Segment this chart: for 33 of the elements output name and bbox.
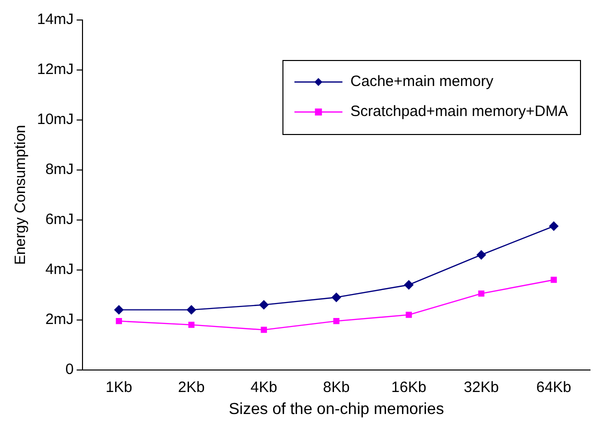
y-tick-label: 8mJ	[45, 161, 74, 178]
y-tick-label: 14mJ	[36, 11, 74, 28]
point	[404, 280, 414, 290]
point	[550, 276, 557, 283]
x-tick-label: 4Kb	[250, 378, 278, 396]
y-axis-title: Energy Consumption	[12, 124, 30, 265]
point	[260, 326, 267, 333]
legend-label: Cache+main memory	[350, 73, 494, 90]
x-tick-label: 16Kb	[391, 378, 426, 396]
x-tick-label: 32Kb	[464, 378, 499, 396]
point	[259, 300, 268, 310]
y-tick-label: 4mJ	[45, 261, 74, 278]
point	[116, 318, 122, 324]
point	[186, 305, 196, 314]
y-tick-label: 6mJ	[45, 211, 74, 228]
point	[406, 312, 412, 318]
point	[549, 222, 558, 231]
y-tick-label: 2mJ	[45, 310, 74, 328]
x-tick-label: 8Kb	[322, 378, 350, 396]
point	[333, 318, 340, 324]
x-tick-label: 1Kb	[106, 378, 132, 396]
x-tick-label: 64Kb	[536, 378, 572, 396]
point	[476, 250, 486, 260]
point	[188, 322, 194, 328]
point	[332, 292, 341, 302]
point	[114, 305, 124, 314]
x-tick-label: 2Kb	[178, 378, 205, 396]
y-tick-label: 0	[65, 360, 74, 378]
y-tick-label: 10mJ	[36, 111, 74, 128]
x-axis-title: Sizes of the on-chip memories	[228, 400, 444, 418]
point	[478, 290, 484, 297]
y-tick-label: 12mJ	[36, 61, 74, 78]
legend-label: Scratchpad+main memory+DMA	[350, 103, 568, 120]
